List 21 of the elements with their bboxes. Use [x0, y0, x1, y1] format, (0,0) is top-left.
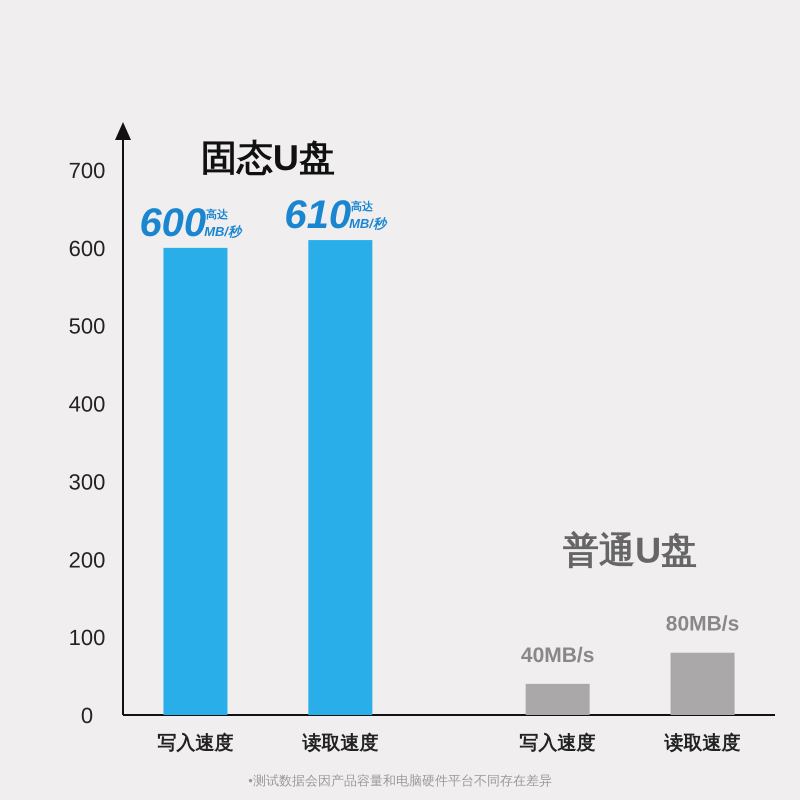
- y-tick-label: 0: [80, 703, 94, 728]
- bar: [670, 652, 735, 715]
- data-label: 40MB/s: [520, 644, 594, 667]
- x-tick-label: 读取速度: [301, 732, 378, 754]
- bar: [163, 248, 228, 715]
- y-tick-label: 500: [68, 314, 106, 339]
- y-tick-label: 300: [68, 469, 106, 494]
- y-tick-label: 200: [68, 547, 106, 572]
- y-tick-label: 600: [68, 236, 106, 261]
- y-tick-label: 400: [68, 392, 106, 417]
- bar: [308, 240, 372, 715]
- text: 普通U盘: [563, 530, 698, 571]
- bar: [526, 684, 590, 715]
- text: •测试数据会因产品容量和电脑硬件平台不同存在差异: [248, 773, 552, 788]
- x-tick-label: 读取速度: [664, 732, 741, 754]
- x-tick-label: 写入速度: [520, 732, 596, 754]
- y-tick-label: 100: [68, 625, 106, 650]
- series-label: 固态U盘: [200, 137, 335, 178]
- y-tick-label: 700: [68, 158, 106, 183]
- x-tick-label: 写入速度: [157, 732, 234, 754]
- data-label: 80MB/s: [666, 612, 740, 636]
